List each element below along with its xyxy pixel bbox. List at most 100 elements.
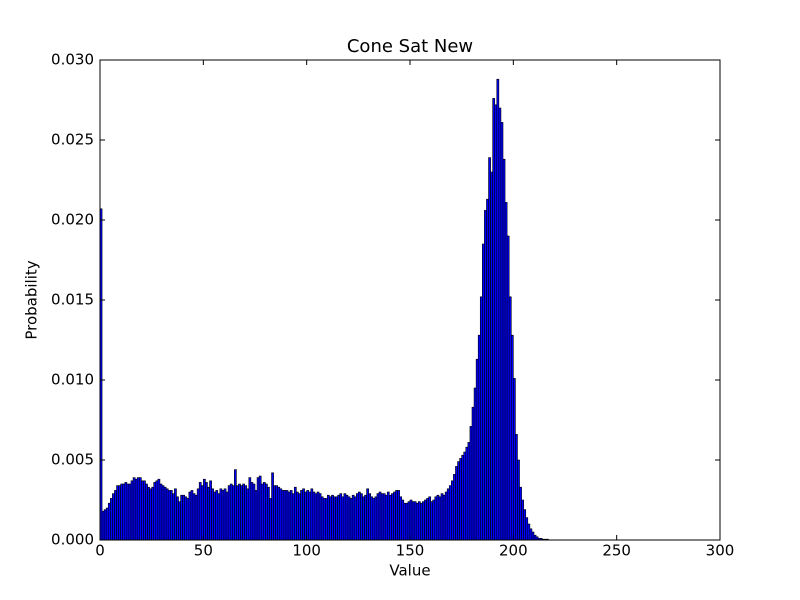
bar	[161, 485, 165, 541]
bar	[134, 478, 138, 541]
bar	[465, 446, 469, 541]
bar	[145, 483, 148, 541]
bar	[147, 486, 150, 541]
bar	[190, 490, 194, 541]
bar	[322, 498, 326, 541]
bar	[172, 493, 175, 541]
bar	[310, 488, 314, 541]
bar	[215, 490, 219, 541]
bar	[358, 491, 361, 541]
bar	[149, 488, 152, 541]
bar	[223, 488, 227, 541]
bar	[188, 491, 192, 541]
bar	[211, 488, 214, 541]
bar	[341, 496, 345, 541]
bar	[517, 459, 520, 541]
bar	[324, 498, 328, 541]
bar	[277, 486, 281, 541]
bar	[434, 496, 438, 541]
bar	[229, 483, 233, 541]
bar	[424, 499, 427, 541]
bar	[196, 488, 200, 541]
bar	[122, 483, 126, 541]
bar	[143, 480, 146, 541]
bar	[269, 498, 272, 541]
bar	[498, 107, 502, 541]
bar	[335, 496, 338, 541]
bar	[267, 486, 270, 541]
bar	[403, 502, 407, 541]
bar	[353, 496, 357, 541]
bar	[506, 235, 510, 541]
y-tick-label: 0.005	[51, 451, 94, 469]
bar	[118, 485, 121, 541]
bar	[484, 210, 487, 541]
bar	[240, 485, 243, 541]
bar	[265, 483, 268, 541]
bar	[442, 494, 446, 541]
bar	[422, 501, 425, 541]
bar	[184, 496, 188, 541]
bar	[157, 478, 161, 541]
bar	[333, 496, 336, 541]
bar	[519, 486, 522, 541]
bar	[417, 501, 421, 541]
bar	[213, 491, 217, 541]
bar	[502, 158, 506, 541]
bar	[477, 334, 481, 541]
bar	[413, 501, 417, 541]
x-tick-label: 50	[194, 542, 213, 560]
bar	[285, 490, 289, 541]
bar	[107, 502, 111, 541]
bar	[296, 491, 299, 541]
bar	[132, 477, 136, 541]
bar	[186, 498, 190, 541]
bar	[167, 490, 171, 541]
bar	[521, 499, 524, 541]
bar	[262, 482, 266, 541]
bar	[124, 482, 128, 541]
bar	[192, 493, 196, 541]
bar	[432, 499, 436, 541]
bar	[411, 501, 415, 541]
bar	[231, 485, 235, 541]
bar	[316, 491, 320, 541]
bar	[130, 480, 134, 541]
bar	[281, 490, 285, 541]
x-tick-label: 200	[499, 542, 528, 560]
bar	[318, 493, 322, 541]
bar	[101, 510, 105, 541]
bar	[287, 491, 291, 541]
bar	[283, 490, 287, 541]
bar	[176, 496, 179, 541]
bar	[329, 496, 332, 541]
bar	[504, 202, 508, 541]
bar	[407, 501, 411, 541]
bar	[389, 494, 392, 541]
bar	[440, 493, 444, 541]
bar	[529, 528, 533, 541]
bar	[246, 488, 250, 541]
y-tick-label: 0.030	[51, 51, 94, 69]
y-tick-label: 0.010	[51, 371, 94, 389]
bar	[475, 358, 479, 541]
bar	[180, 494, 183, 541]
bar	[207, 486, 210, 541]
bar	[368, 493, 372, 541]
x-tick-label: 250	[602, 542, 631, 560]
y-tick-label: 0.025	[51, 131, 94, 149]
bar	[337, 494, 341, 541]
bar	[496, 78, 500, 541]
x-tick-label: 150	[396, 542, 425, 560]
bar	[203, 478, 206, 541]
bar	[258, 475, 262, 541]
bar	[110, 498, 113, 541]
bar	[451, 480, 454, 541]
bar	[430, 501, 434, 541]
bar	[492, 98, 496, 541]
bar	[126, 483, 130, 541]
bar	[217, 493, 221, 541]
bar	[260, 483, 264, 541]
bar	[366, 488, 369, 541]
bar	[300, 490, 303, 541]
